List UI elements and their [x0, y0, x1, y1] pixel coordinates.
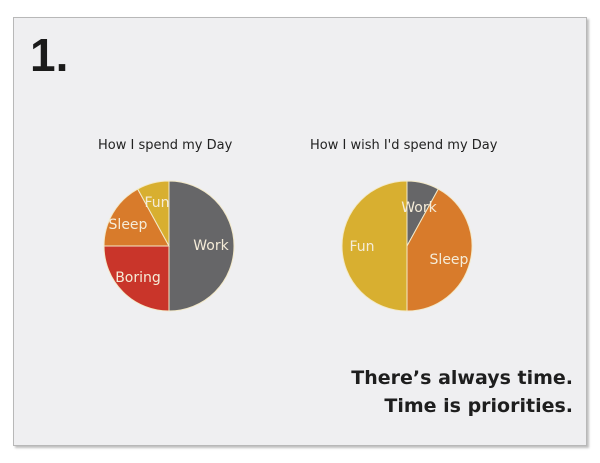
- pie0-slice-fun: [137, 180, 170, 247]
- chart-title-actual: How I spend my Day: [98, 138, 233, 153]
- pie0-label-work: Work: [193, 238, 229, 254]
- pie0-slice-boring: [103, 245, 170, 312]
- pie0-label-sleep: Sleep: [109, 217, 148, 233]
- pie0-slice-sleep: [103, 188, 170, 247]
- tagline-line1: There’s always time.: [351, 367, 573, 389]
- pie1-label-work: Work: [401, 200, 437, 216]
- pie0-slice-work: [168, 180, 235, 312]
- pie0-label-fun: Fun: [144, 195, 169, 211]
- pie1-label-fun: Fun: [349, 239, 374, 255]
- tagline-line2: Time is priorities.: [384, 395, 573, 417]
- pie1-label-sleep: Sleep: [430, 252, 469, 268]
- chart-title-wish: How I wish I'd spend my Day: [310, 138, 498, 153]
- pie0-label-boring: Boring: [115, 270, 161, 286]
- pie1-slice-sleep: [406, 188, 473, 312]
- slide-number: 1.: [30, 29, 69, 81]
- pie1-slice-fun: [341, 180, 408, 312]
